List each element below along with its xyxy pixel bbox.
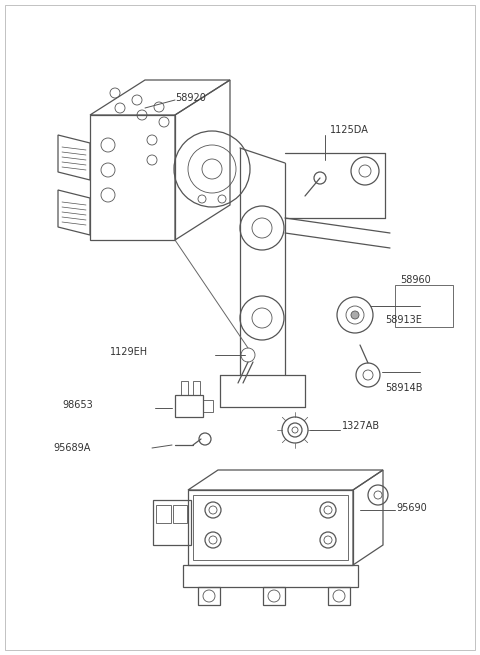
Bar — [173, 505, 187, 523]
Bar — [263, 587, 285, 605]
Bar — [203, 400, 213, 412]
Bar — [181, 381, 188, 395]
Text: 95690: 95690 — [396, 503, 427, 513]
Bar — [193, 495, 348, 560]
Bar — [175, 395, 203, 417]
Text: 1129EH: 1129EH — [110, 347, 148, 357]
Bar — [183, 565, 358, 587]
Text: 98653: 98653 — [62, 400, 93, 410]
Bar — [328, 587, 350, 605]
Text: 58920: 58920 — [175, 93, 206, 103]
Text: 58960: 58960 — [400, 275, 431, 285]
Bar — [153, 500, 191, 545]
Text: 58913E: 58913E — [385, 315, 422, 325]
Text: 58914B: 58914B — [385, 383, 422, 393]
Bar — [90, 115, 175, 240]
Bar — [188, 490, 353, 565]
Bar — [198, 587, 220, 605]
Bar — [395, 285, 453, 327]
Circle shape — [351, 311, 359, 319]
Text: 1327AB: 1327AB — [342, 421, 380, 431]
Bar — [156, 505, 171, 523]
Bar — [193, 381, 200, 395]
Text: 1125DA: 1125DA — [330, 125, 369, 135]
Text: 95689A: 95689A — [53, 443, 90, 453]
